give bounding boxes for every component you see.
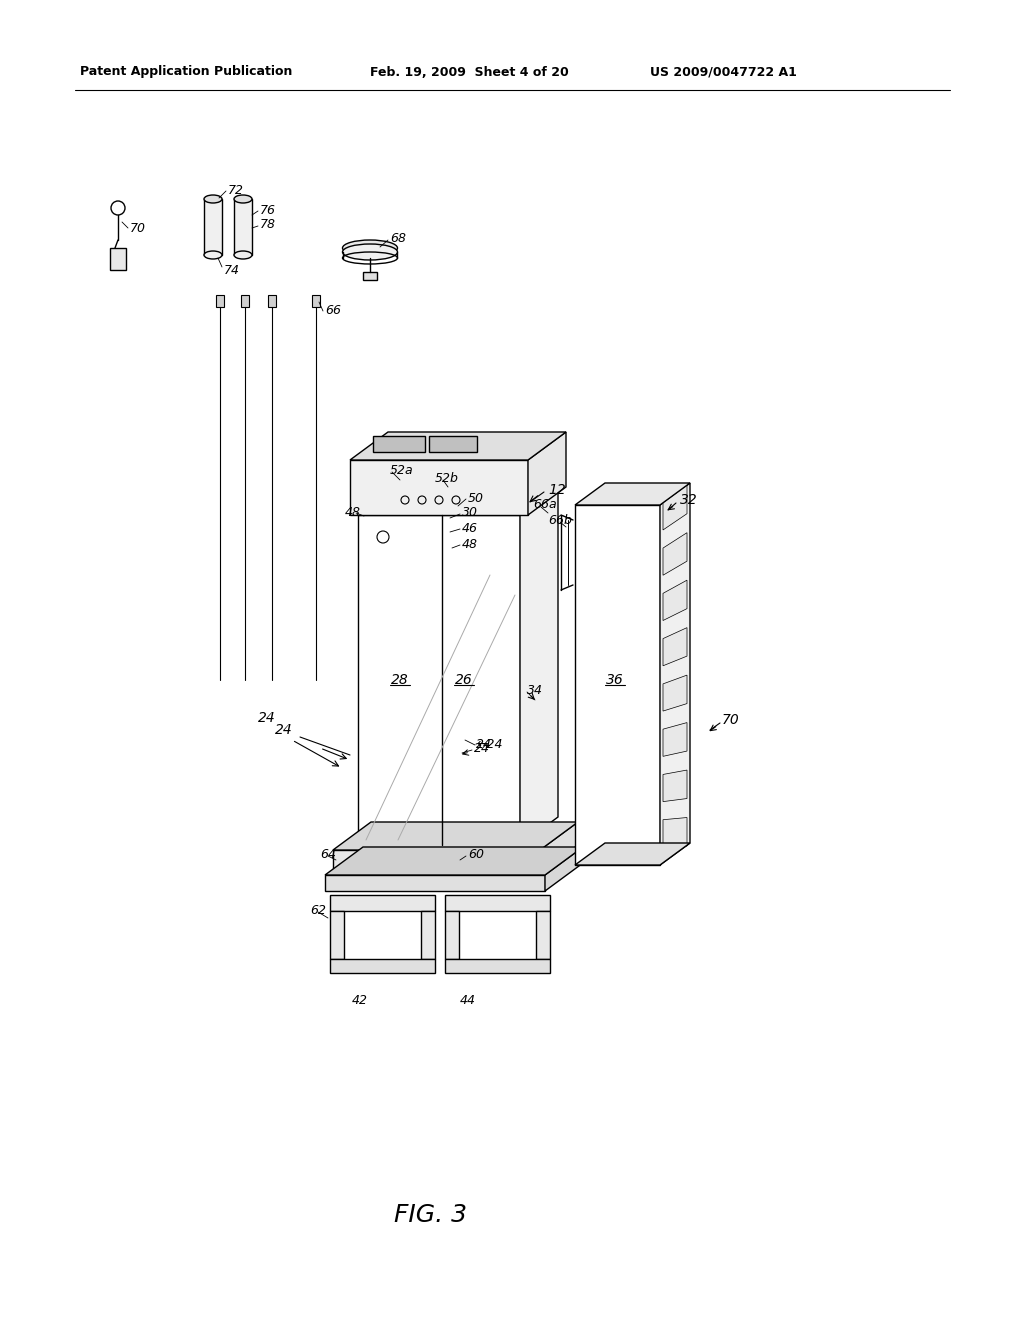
Text: 50: 50: [468, 491, 484, 504]
Bar: [350, 459, 528, 515]
Bar: [241, 294, 249, 308]
Text: 34: 34: [527, 684, 543, 697]
Text: 28: 28: [391, 673, 409, 686]
Text: 68: 68: [390, 231, 406, 244]
Bar: [216, 294, 224, 308]
Text: 52b: 52b: [435, 471, 459, 484]
Text: 36: 36: [606, 673, 624, 686]
Text: 12: 12: [548, 483, 565, 498]
Text: 64: 64: [319, 849, 336, 862]
Text: 66b: 66b: [548, 513, 571, 527]
Bar: [445, 960, 550, 973]
Polygon shape: [663, 581, 687, 620]
Text: 46: 46: [462, 521, 478, 535]
Text: US 2009/0047722 A1: US 2009/0047722 A1: [650, 66, 797, 78]
Polygon shape: [663, 533, 687, 576]
Polygon shape: [663, 486, 687, 529]
Text: 44: 44: [460, 994, 476, 1006]
Polygon shape: [663, 770, 687, 801]
Ellipse shape: [204, 251, 222, 259]
Text: 78: 78: [260, 219, 276, 231]
Text: FIG. 3: FIG. 3: [393, 1203, 467, 1228]
Polygon shape: [663, 817, 687, 847]
Text: 66a: 66a: [534, 499, 557, 511]
Ellipse shape: [342, 240, 397, 256]
Polygon shape: [528, 432, 566, 515]
Bar: [575, 506, 660, 865]
Text: 72: 72: [228, 183, 244, 197]
Text: 74: 74: [224, 264, 240, 276]
Bar: [330, 895, 435, 911]
Ellipse shape: [342, 244, 397, 260]
Text: 24: 24: [476, 738, 492, 751]
Bar: [358, 515, 520, 845]
Text: 62: 62: [310, 903, 326, 916]
Bar: [110, 248, 126, 271]
Text: Feb. 19, 2009  Sheet 4 of 20: Feb. 19, 2009 Sheet 4 of 20: [370, 66, 568, 78]
Polygon shape: [575, 843, 690, 865]
Bar: [445, 911, 459, 960]
Ellipse shape: [234, 195, 252, 203]
Bar: [445, 895, 550, 911]
Bar: [333, 850, 540, 873]
Polygon shape: [429, 436, 477, 451]
Text: ←24: ←24: [476, 738, 503, 751]
Polygon shape: [545, 847, 583, 891]
Text: 52a: 52a: [390, 463, 414, 477]
Bar: [312, 294, 319, 308]
Ellipse shape: [234, 251, 252, 259]
Polygon shape: [333, 822, 578, 850]
Text: 42: 42: [352, 994, 368, 1006]
Polygon shape: [663, 675, 687, 711]
Bar: [325, 875, 545, 891]
Bar: [362, 272, 377, 280]
Bar: [234, 199, 252, 255]
Polygon shape: [520, 487, 558, 845]
Polygon shape: [358, 487, 558, 515]
Polygon shape: [540, 822, 578, 873]
Polygon shape: [663, 627, 687, 665]
Polygon shape: [660, 483, 690, 865]
Text: 48: 48: [345, 506, 361, 519]
Text: 70: 70: [722, 713, 739, 727]
Polygon shape: [663, 722, 687, 756]
Text: 24: 24: [474, 742, 490, 755]
Bar: [268, 294, 276, 308]
Bar: [330, 911, 344, 960]
Text: 76: 76: [260, 203, 276, 216]
Polygon shape: [350, 432, 566, 459]
Text: Patent Application Publication: Patent Application Publication: [80, 66, 293, 78]
Text: 70: 70: [130, 222, 146, 235]
Bar: [421, 911, 435, 960]
Bar: [204, 199, 222, 255]
Polygon shape: [575, 483, 690, 506]
Text: 26: 26: [455, 673, 473, 686]
Polygon shape: [373, 436, 425, 451]
Text: 24: 24: [275, 723, 293, 737]
Text: 32: 32: [680, 492, 697, 507]
Text: 60: 60: [468, 849, 484, 862]
Text: 48: 48: [462, 537, 478, 550]
Bar: [330, 960, 435, 973]
Text: 66: 66: [325, 304, 341, 317]
Text: 24: 24: [258, 711, 275, 725]
Ellipse shape: [204, 195, 222, 203]
Bar: [536, 911, 550, 960]
Text: 30: 30: [462, 507, 478, 520]
Polygon shape: [325, 847, 583, 875]
